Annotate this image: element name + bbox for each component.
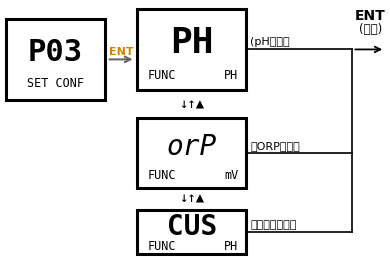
Text: FUNC: FUNC [147,69,176,82]
Text: ↓↑▲: ↓↑▲ [179,97,204,111]
Text: orP: orP [167,133,217,161]
Bar [5,19,105,100]
Text: CUS: CUS [167,213,217,240]
Text: （ORP模式）: （ORP模式） [250,141,300,151]
Text: (pH模式）: (pH模式） [250,37,290,47]
Text: FUNC: FUNC [147,240,176,253]
Text: mV: mV [224,169,239,182]
Text: PH: PH [224,240,239,253]
Text: SET CONF: SET CONF [27,77,84,90]
Text: ↓↑▲: ↓↑▲ [179,192,204,206]
Bar [137,210,246,254]
Text: ENT: ENT [109,47,133,57]
Text: ENT: ENT [355,9,386,23]
Text: P03: P03 [28,38,83,67]
Text: FUNC: FUNC [147,169,176,182]
Text: PH: PH [224,69,239,82]
Bar [137,9,246,90]
Text: PH: PH [170,26,214,60]
Bar [137,118,246,188]
Text: （自定义模式）: （自定义模式） [250,220,297,230]
Text: (完成): (完成) [359,23,382,36]
